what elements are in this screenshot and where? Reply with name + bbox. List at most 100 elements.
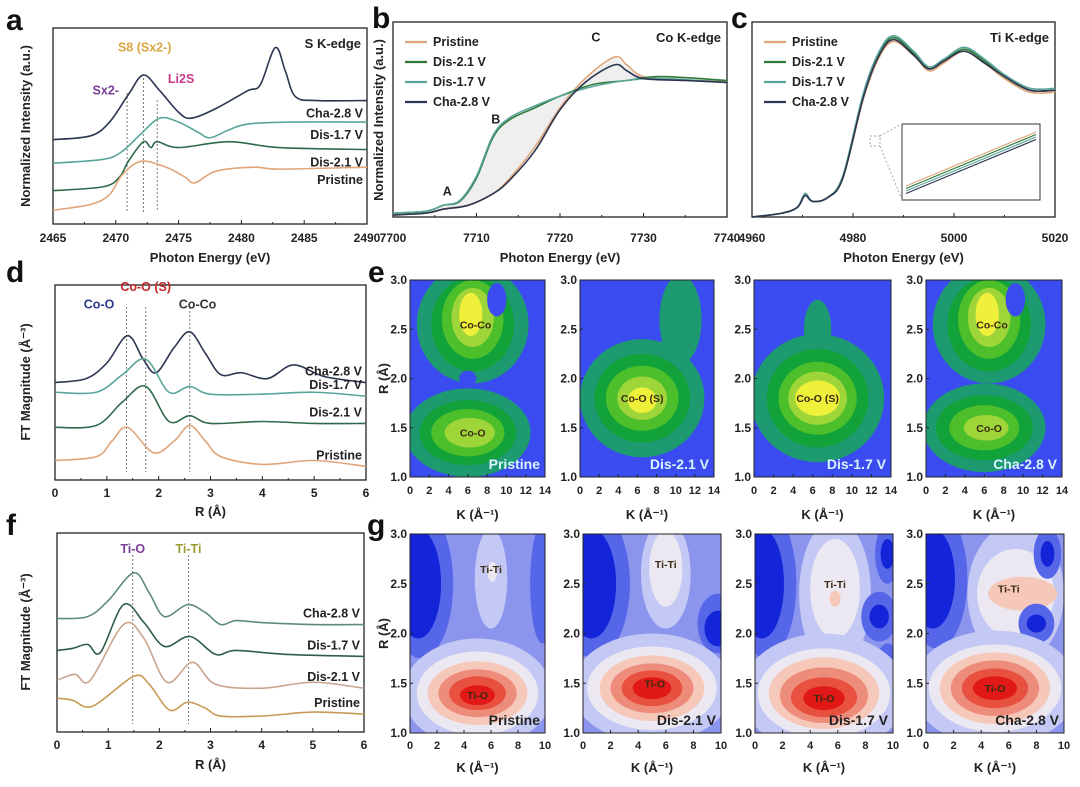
feature-label: Co-O	[976, 423, 1002, 435]
zoom-region	[869, 135, 881, 147]
contour-map-g-2: 1.0 1.5 2.0 2.5 3.0 0 2 4 6 8 10 K (Å⁻¹) Ti-Ti Ti-O Di…	[735, 527, 899, 775]
contour-level-1	[659, 280, 702, 364]
y-axis-label: FT Magnitude (Å⁻³)	[18, 573, 33, 690]
y-tick-label: 1.0	[390, 726, 407, 740]
x-tick-label: 6	[361, 738, 368, 752]
peak-annotation: Co-Co	[179, 297, 217, 311]
x-tick-label: 1	[105, 738, 112, 752]
state-label: Pristine	[489, 712, 541, 728]
y-tick-label: 2.0	[390, 627, 407, 641]
y-tick-label: 3.0	[735, 527, 752, 541]
x-tick-label: 10	[887, 740, 899, 752]
x-tick-label: 6	[663, 740, 669, 752]
x-axis-label: K (Å⁻¹)	[973, 507, 1015, 522]
legend-label: Cha-2.8 V	[792, 95, 850, 109]
contour-level-0	[410, 534, 442, 639]
contour-level-5	[829, 590, 841, 607]
y-tick-label: 2.5	[735, 577, 752, 591]
x-tick-label: 2	[434, 740, 440, 752]
x-tick-label: 4	[807, 740, 814, 752]
contour-level-5	[627, 387, 657, 413]
x-tick-label: 2480	[228, 231, 255, 245]
state-label: Dis-2.1 V	[650, 456, 710, 472]
panel-letter-c: c	[731, 2, 748, 35]
series-line-cha-2-8-v	[54, 330, 367, 384]
x-tick-label: 6	[1006, 740, 1012, 752]
x-tick-label: 14	[885, 485, 898, 497]
contour-level-5	[975, 292, 999, 337]
series-label: Dis-1.7 V	[310, 128, 363, 142]
series-label: Dis-1.7 V	[307, 638, 360, 652]
contour-fill	[926, 280, 1062, 477]
series-line-cha-2-8-v	[52, 46, 368, 141]
x-tick-label: 8	[484, 485, 490, 497]
series-line-dis-2-1-v	[52, 140, 368, 192]
peak-annotation: A	[443, 185, 452, 199]
contour-map-e-0: 1.0 1.5 2.0 2.5 3.0 0 2 4 6 8 10 12 14 K (Å⁻¹) R (Å) Co…	[376, 273, 552, 522]
x-tick-label: 6	[363, 486, 370, 500]
peak-annotation: C	[591, 31, 600, 45]
x-tick-label: 2	[771, 485, 777, 497]
contour-level-1	[530, 534, 545, 644]
inset-series-line	[905, 138, 1037, 195]
x-tick-label: 8	[515, 740, 521, 752]
x-tick-label: 0	[751, 485, 757, 497]
series-line-cha-2-8-v	[56, 571, 365, 626]
x-tick-label: 8	[690, 740, 696, 752]
x-tick-label: 0	[580, 740, 586, 752]
series-line-cha-2-8-v	[751, 38, 1056, 218]
x-tick-label: 0	[54, 738, 61, 752]
y-axis-label: FT Magnitude (Å⁻³)	[18, 323, 33, 440]
peak-annotation: Co-O (S)	[120, 280, 171, 294]
x-tick-label: 14	[708, 485, 721, 497]
contour-level-8	[972, 676, 1018, 701]
y-tick-label: 2.0	[734, 372, 751, 386]
contour-level-8	[803, 686, 845, 711]
x-tick-label: 0	[923, 740, 929, 752]
contour-fill	[583, 534, 721, 733]
y-axis-label: Normalized Intensity (a.u.)	[18, 45, 33, 207]
panel-letter-b: b	[372, 2, 390, 35]
plot-frame	[52, 27, 368, 225]
y-tick-label: 1.5	[735, 676, 752, 690]
contour-level-8	[632, 677, 672, 700]
series-label: Cha-2.8 V	[306, 107, 364, 121]
x-tick-label: 2	[156, 738, 163, 752]
contour-fill	[580, 280, 714, 477]
y-tick-label: 1.0	[390, 470, 407, 484]
contour-map-g-1: 1.0 1.5 2.0 2.5 3.0 0 2 4 6 8 10 K (Å⁻¹) Ti-Ti Ti-O Di…	[563, 527, 727, 775]
peak-annotation: Ti-O	[120, 542, 145, 556]
y-tick-label: 2.5	[390, 322, 407, 336]
feature-label: Ti-O	[644, 678, 665, 690]
y-tick-label: 1.5	[390, 421, 407, 435]
panel-letter-e: e	[368, 256, 385, 289]
y-tick-label: 1.5	[563, 676, 580, 690]
x-tick-label: 3	[207, 486, 214, 500]
state-label: Cha-2.8 V	[995, 712, 1059, 728]
feature-label: Co-O	[460, 428, 486, 440]
legend-label: Dis-2.1 V	[433, 55, 486, 69]
y-tick-label: 1.5	[390, 676, 407, 690]
state-label: Dis-2.1 V	[657, 712, 717, 728]
contour-level-0	[583, 534, 617, 639]
contour-fill	[755, 534, 893, 733]
x-tick-label: 2	[426, 485, 432, 497]
y-tick-label: 1.0	[560, 470, 577, 484]
x-tick-label: 6	[465, 485, 471, 497]
contour-map-g-3: 1.0 1.5 2.0 2.5 3.0 0 2 4 6 8 10 K (Å⁻¹) Ti-Ti Ti-O Ch…	[906, 527, 1070, 775]
x-tick-label: 14	[539, 485, 552, 497]
x-tick-label: 2	[155, 486, 162, 500]
chart-a: 2465 2470 2475 2480 2485 2490 Photon Energy (e…	[18, 27, 381, 265]
x-tick-label: 6	[835, 740, 841, 752]
series-label: Dis-1.7 V	[309, 378, 362, 392]
x-tick-label: 4	[790, 485, 797, 497]
y-tick-label: 1.0	[563, 726, 580, 740]
contour-level-0	[1040, 540, 1055, 567]
x-axis-label: K (Å⁻¹)	[803, 760, 845, 775]
x-tick-label: 4	[259, 486, 266, 500]
legend-label: Dis-1.7 V	[792, 75, 845, 89]
series-label: Dis-2.1 V	[309, 405, 362, 419]
chart-d: 0 1 2 3 4 5 6R (Å)FT Magnitude (Å⁻³) Cha-2.8 VD…	[18, 280, 370, 519]
x-tick-label: 0	[752, 740, 758, 752]
x-tick-label: 5000	[941, 231, 968, 245]
